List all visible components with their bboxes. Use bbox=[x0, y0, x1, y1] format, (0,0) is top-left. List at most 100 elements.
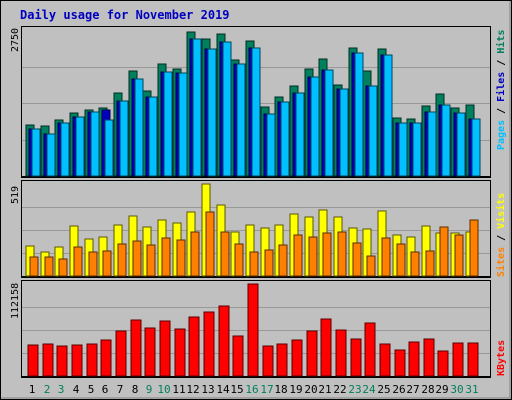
legend-part-middle-1: / bbox=[496, 229, 507, 247]
bar-pages-30 bbox=[456, 112, 466, 177]
bar-sites-6 bbox=[102, 250, 112, 277]
day-label-15: 15 bbox=[230, 383, 243, 396]
bar-pages-18 bbox=[280, 101, 290, 177]
bar-pages-21 bbox=[324, 69, 334, 177]
bar-sites-25 bbox=[381, 237, 391, 277]
bar-kbytes-7 bbox=[115, 330, 127, 377]
bar-pages-6 bbox=[104, 119, 114, 177]
legend-part-top-2: Files bbox=[495, 72, 507, 102]
bar-pages-2 bbox=[46, 133, 56, 177]
bar-pages-29 bbox=[441, 104, 451, 177]
bar-pages-12 bbox=[192, 38, 202, 177]
bar-sites-10 bbox=[161, 237, 171, 277]
bar-pages-9 bbox=[148, 96, 158, 177]
top-legend-label: Pages / Files / Hits bbox=[495, 30, 507, 150]
bar-kbytes-9 bbox=[144, 327, 156, 377]
day-label-12: 12 bbox=[186, 383, 199, 396]
bar-pages-25 bbox=[383, 54, 393, 177]
bar-kbytes-23 bbox=[350, 338, 362, 377]
bar-pages-19 bbox=[295, 92, 305, 177]
bar-pages-1 bbox=[31, 128, 41, 177]
bar-pages-15 bbox=[236, 63, 246, 177]
legend-part-middle-2: Visits bbox=[495, 193, 507, 229]
day-label-16: 16 bbox=[245, 383, 258, 396]
day-label-17: 17 bbox=[260, 383, 273, 396]
bar-sites-19 bbox=[293, 234, 303, 277]
bar-kbytes-30 bbox=[452, 342, 464, 377]
day-label-27: 27 bbox=[406, 383, 419, 396]
bar-pages-10 bbox=[163, 71, 173, 177]
bar-kbytes-5 bbox=[86, 343, 98, 377]
bar-kbytes-17 bbox=[262, 345, 274, 377]
day-label-28: 28 bbox=[421, 383, 434, 396]
bar-sites-27 bbox=[410, 251, 420, 277]
bar-pages-8 bbox=[134, 78, 144, 177]
day-label-31: 31 bbox=[465, 383, 478, 396]
bar-kbytes-6 bbox=[100, 339, 112, 377]
bar-kbytes-15 bbox=[232, 335, 244, 377]
bar-kbytes-3 bbox=[56, 345, 68, 377]
bar-sites-31 bbox=[469, 219, 479, 277]
day-labels: 1 2 3 4 5 6 7 8 9 10 11 12 13 14 15 16 17 18 19 20 21 22 23 24 2… bbox=[29, 383, 479, 396]
bar-kbytes-8 bbox=[130, 319, 142, 377]
legend-part-top-3: / bbox=[496, 54, 507, 72]
bar-pages-28 bbox=[427, 111, 437, 177]
day-label-30: 30 bbox=[450, 383, 463, 396]
bar-kbytes-13 bbox=[203, 311, 215, 377]
bar-sites-1 bbox=[29, 256, 39, 277]
bar-kbytes-12 bbox=[188, 316, 200, 377]
bar-kbytes-29 bbox=[437, 350, 449, 377]
day-label-21: 21 bbox=[318, 383, 331, 396]
bar-kbytes-1 bbox=[27, 344, 39, 377]
bar-sites-16 bbox=[249, 251, 259, 277]
series-sites bbox=[29, 211, 479, 277]
bar-kbytes-2 bbox=[42, 343, 54, 377]
bar-sites-14 bbox=[220, 231, 230, 277]
bar-kbytes-31 bbox=[467, 342, 479, 377]
bar-pages-3 bbox=[60, 122, 70, 177]
bar-sites-22 bbox=[337, 231, 347, 277]
day-label-26: 26 bbox=[392, 383, 405, 396]
bar-kbytes-19 bbox=[291, 339, 303, 377]
legend-part-top-0: Pages bbox=[496, 120, 507, 150]
bar-pages-4 bbox=[75, 116, 85, 177]
bar-pages-23 bbox=[354, 52, 364, 177]
bottom-axis-max-label: 112158 bbox=[10, 283, 21, 319]
bar-pages-20 bbox=[310, 76, 320, 177]
bar-sites-24 bbox=[366, 255, 376, 277]
day-label-8: 8 bbox=[132, 383, 139, 396]
day-label-10: 10 bbox=[157, 383, 170, 396]
bar-kbytes-25 bbox=[379, 343, 391, 377]
day-label-20: 20 bbox=[304, 383, 317, 396]
bar-kbytes-28 bbox=[423, 338, 435, 377]
bar-pages-11 bbox=[178, 72, 188, 177]
chart-title: Daily usage for November 2019 bbox=[20, 8, 230, 22]
middle-axis-max-label: 519 bbox=[10, 186, 21, 204]
bar-kbytes-20 bbox=[306, 330, 318, 377]
bar-sites-5 bbox=[88, 251, 98, 277]
bar-sites-17 bbox=[264, 249, 274, 277]
day-label-11: 11 bbox=[172, 383, 185, 396]
bar-kbytes-27 bbox=[408, 341, 420, 377]
day-label-6: 6 bbox=[102, 383, 109, 396]
bar-kbytes-26 bbox=[394, 349, 406, 377]
day-label-18: 18 bbox=[274, 383, 287, 396]
bar-sites-11 bbox=[176, 239, 186, 277]
bar-sites-20 bbox=[308, 236, 318, 277]
middle-legend-label: Sites / Visits bbox=[495, 193, 507, 277]
top-axis-max-label: 2750 bbox=[10, 28, 21, 52]
day-label-23: 23 bbox=[348, 383, 361, 396]
bar-sites-21 bbox=[322, 232, 332, 277]
bar-sites-18 bbox=[278, 244, 288, 277]
legend-part-middle-0: Sites bbox=[495, 247, 507, 277]
bar-pages-17 bbox=[266, 113, 276, 177]
bar-kbytes-22 bbox=[335, 329, 347, 377]
bar-pages-26 bbox=[398, 122, 408, 177]
bar-kbytes-14 bbox=[218, 305, 230, 377]
day-label-24: 24 bbox=[362, 383, 376, 396]
bar-kbytes-16 bbox=[247, 283, 259, 377]
day-label-1: 1 bbox=[29, 383, 36, 396]
day-label-2: 2 bbox=[44, 383, 51, 396]
day-label-29: 29 bbox=[435, 383, 448, 396]
